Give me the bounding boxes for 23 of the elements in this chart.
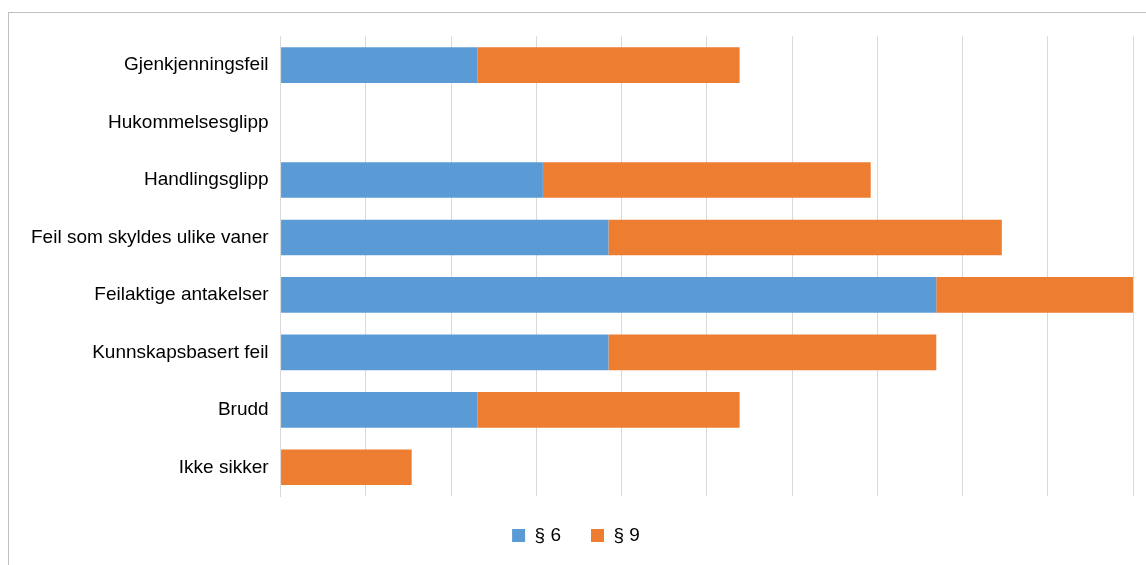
- bar: [281, 47, 478, 83]
- bar: [281, 449, 412, 486]
- bar: [281, 392, 478, 428]
- bar: [281, 334, 609, 371]
- y-tick-label: Brudd: [217, 398, 269, 420]
- bar: [608, 334, 937, 371]
- y-tick-label: Handlingsglipp: [143, 168, 269, 190]
- y-tick-label: Kunnskapsbasert feil: [92, 340, 269, 362]
- bar: [477, 392, 740, 428]
- bar: [281, 277, 937, 313]
- y-tick-label: Ikke sikker: [178, 455, 270, 477]
- legend-label: § 6: [534, 523, 562, 545]
- bar: [542, 162, 871, 198]
- y-tick-label: Feil som skyldes ulike vaner: [30, 225, 270, 247]
- bar: [281, 162, 543, 198]
- bar: [936, 277, 1133, 313]
- y-tick-label: Gjenkjenningsfeil: [123, 53, 269, 75]
- y-tick-label: Hukommelsesglipp: [108, 110, 269, 132]
- bar: [608, 219, 1002, 256]
- y-tick-label: Feilaktige antakelser: [94, 283, 270, 305]
- legend-label: § 9: [613, 523, 640, 545]
- bar: [281, 219, 609, 256]
- bar: [477, 47, 740, 83]
